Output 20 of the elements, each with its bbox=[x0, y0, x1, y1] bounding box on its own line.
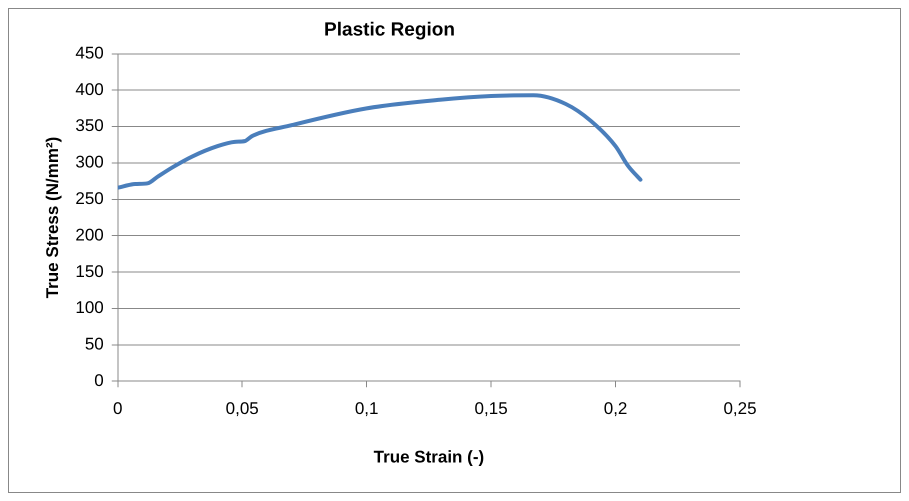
y-tick-label: 400 bbox=[75, 80, 104, 99]
y-tick-label: 300 bbox=[75, 152, 104, 172]
x-tick-label: 0 bbox=[113, 399, 122, 418]
y-tick-label: 150 bbox=[75, 262, 104, 281]
x-tick-label: 0,05 bbox=[226, 399, 259, 418]
y-tick-label: 450 bbox=[75, 43, 104, 62]
y-tick-label: 50 bbox=[84, 334, 104, 354]
y-tick-label: 350 bbox=[75, 116, 104, 136]
y-tick-label: 250 bbox=[75, 189, 104, 208]
y-axis-title: True Stress (N/mm²) bbox=[42, 136, 62, 298]
x-tick-label: 0,1 bbox=[354, 399, 378, 418]
chart-title: Plastic Region bbox=[324, 20, 455, 41]
x-tick-label: 0,15 bbox=[474, 399, 508, 418]
x-tick-label: 0,2 bbox=[604, 399, 628, 418]
y-tick-label: 200 bbox=[75, 225, 104, 244]
line-series bbox=[118, 93, 642, 190]
y-tick-label: 0 bbox=[94, 370, 104, 390]
y-tick-label: 100 bbox=[75, 298, 104, 318]
x-axis-title: True Strain (-) bbox=[374, 447, 484, 466]
x-tick-label: 0,25 bbox=[723, 399, 757, 418]
